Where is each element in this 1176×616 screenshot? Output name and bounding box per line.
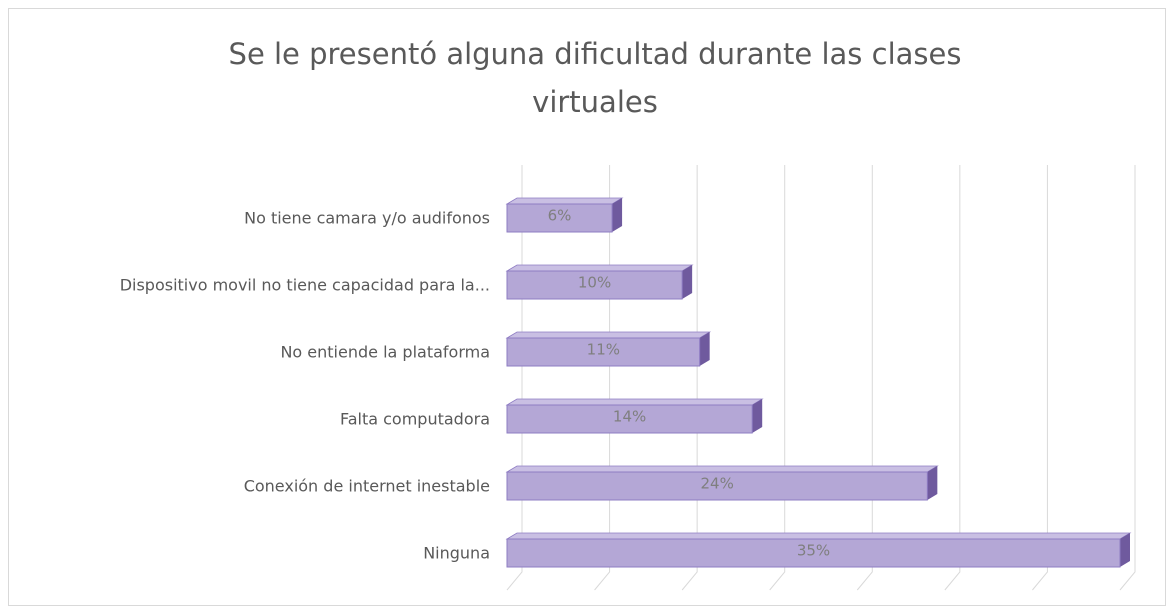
grid-line (769, 165, 786, 591)
bar-top (505, 398, 764, 406)
bar-side (612, 198, 623, 232)
bar-side (752, 399, 763, 433)
bar-side (699, 332, 710, 366)
bar-side (927, 466, 938, 500)
bar-top (505, 331, 712, 339)
bar (506, 471, 928, 501)
category-label: Conexión de internet inestable (244, 477, 490, 496)
value-label: 24% (700, 475, 733, 493)
bar-side (1120, 533, 1130, 567)
category-label: No entiende la plataforma (280, 343, 490, 362)
grid-line (506, 165, 523, 591)
category-label: Ninguna (423, 544, 490, 563)
bar (506, 203, 613, 233)
bar-top (505, 197, 624, 205)
value-label: 11% (587, 341, 620, 359)
bar (506, 404, 753, 434)
grid-line (856, 165, 873, 591)
grid-line (594, 165, 611, 591)
grid-line (1119, 165, 1136, 591)
value-label: 10% (578, 274, 611, 292)
bar-top (505, 465, 939, 473)
value-label: 14% (613, 408, 646, 426)
bar-top (505, 264, 694, 272)
bar (506, 270, 683, 300)
grid-line (681, 165, 698, 591)
value-label: 35% (797, 542, 830, 560)
bar (506, 337, 701, 367)
bar-side (682, 265, 693, 299)
grid-line (1032, 165, 1048, 591)
bar (506, 538, 1121, 568)
value-label: 6% (548, 207, 572, 225)
category-label: Falta computadora (340, 410, 490, 429)
chart-title: Se le presentó alguna dificultad durante… (228, 37, 962, 119)
category-label: No tiene camara y/o audifonos (244, 209, 490, 228)
chart-frame (8, 8, 1166, 606)
category-label: Dispositivo movil no tiene capacidad par… (120, 276, 490, 295)
grid-line (944, 165, 961, 591)
bar-top (505, 532, 1132, 540)
